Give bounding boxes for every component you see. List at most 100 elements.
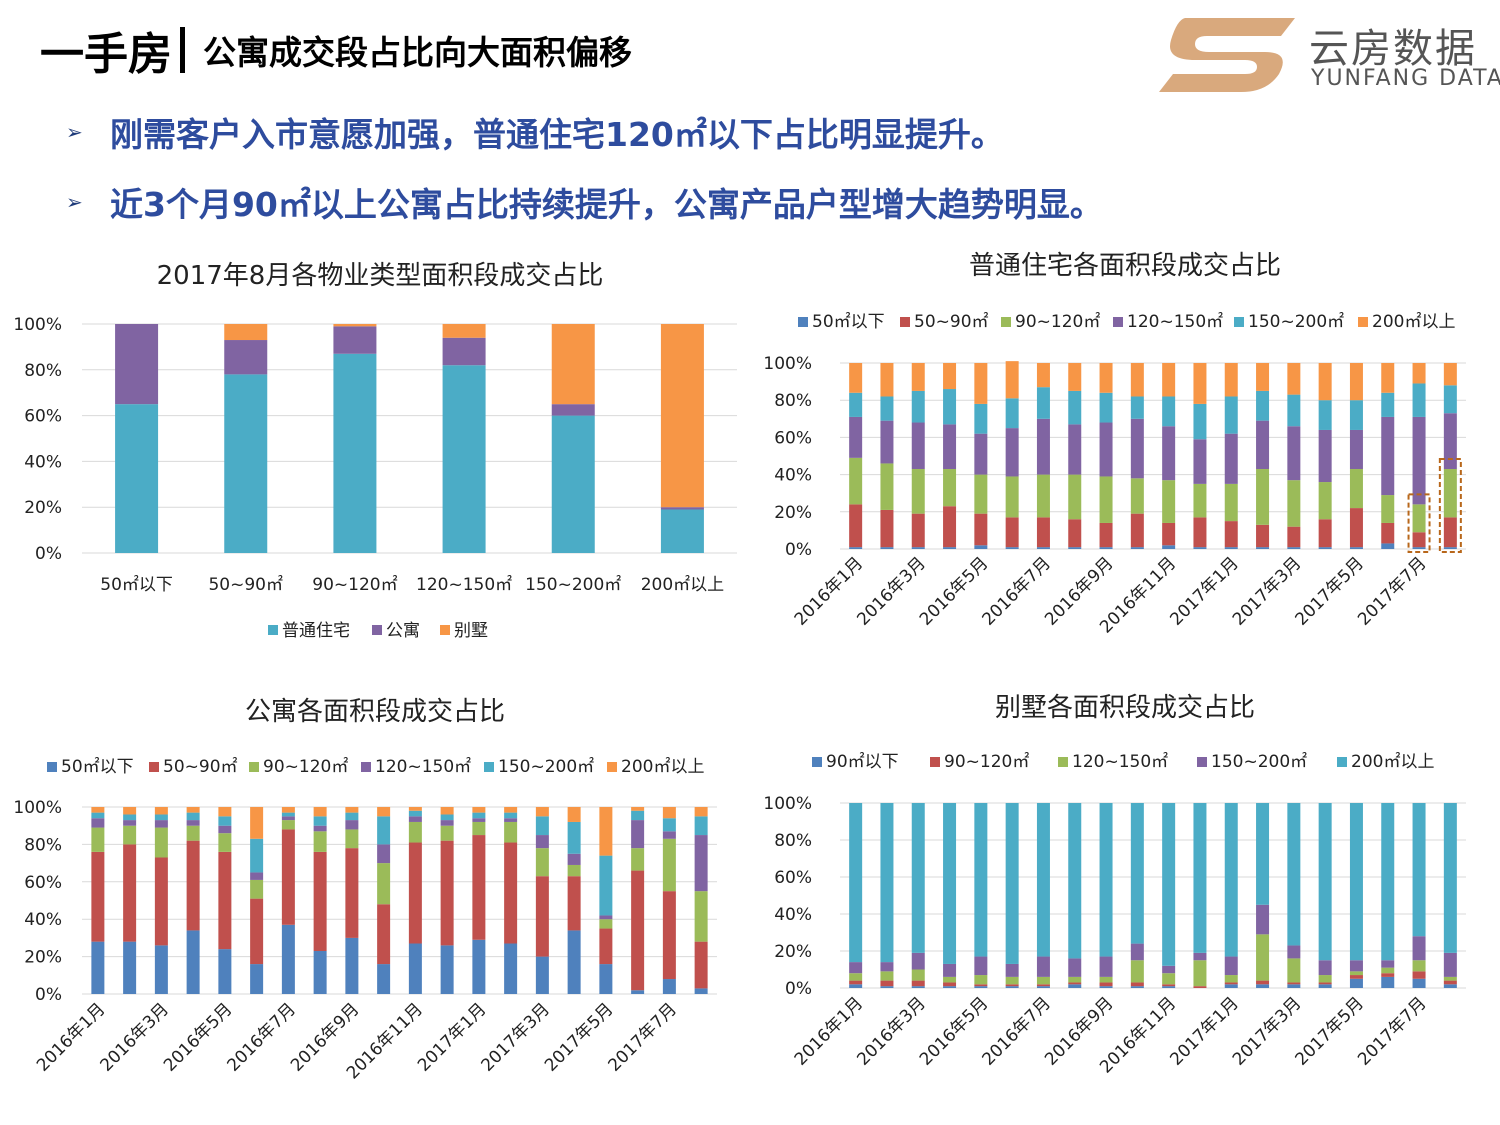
bar-segment-120~150㎡ bbox=[1068, 976, 1082, 983]
y-tick-label: 100% bbox=[13, 798, 62, 818]
bar-segment-120~150㎡ bbox=[1318, 975, 1332, 983]
bar-segment-90~120㎡ bbox=[1162, 480, 1176, 523]
bar-segment-200㎡以上 bbox=[1193, 803, 1207, 953]
bar-segment-120~150㎡ bbox=[408, 816, 422, 822]
bar-segment-90~120㎡ bbox=[1443, 469, 1457, 518]
y-tick-label: 100% bbox=[763, 354, 812, 374]
bar-segment-90㎡以下 bbox=[1381, 976, 1395, 988]
y-tick-label: 100% bbox=[13, 315, 62, 335]
y-tick-label: 0% bbox=[785, 540, 812, 560]
bar-segment-120~150㎡ bbox=[1443, 413, 1457, 470]
legend-label: 90~120㎡ bbox=[944, 752, 1029, 772]
bar-segment-90~120㎡ bbox=[313, 831, 327, 852]
bar-segment-普通住宅 bbox=[115, 404, 159, 553]
bar-segment-120~150㎡ bbox=[1099, 976, 1113, 983]
bar-segment-50~90㎡ bbox=[1162, 522, 1176, 546]
bar-segment-120~150㎡ bbox=[1318, 429, 1332, 483]
bar-segment-120~150㎡ bbox=[1381, 416, 1395, 496]
bar-segment-120~150㎡ bbox=[1381, 967, 1395, 974]
bar-segment-150~200㎡ bbox=[250, 838, 264, 873]
bar-segment-90~120㎡ bbox=[1381, 495, 1395, 523]
bar-segment-120~150㎡ bbox=[1349, 971, 1363, 976]
bar-segment-120~150㎡ bbox=[1130, 418, 1144, 479]
bar-segment-90~120㎡ bbox=[1224, 483, 1238, 522]
bar-segment-200㎡以上 bbox=[974, 803, 988, 957]
legend-swatch bbox=[1058, 757, 1068, 767]
bar-segment-90~120㎡ bbox=[408, 821, 422, 843]
bar-segment-90~120㎡ bbox=[567, 864, 581, 877]
bar-segment-150~200㎡ bbox=[281, 812, 295, 817]
bar-segment-150~200㎡ bbox=[154, 814, 168, 821]
bar-segment-150~200㎡ bbox=[911, 952, 925, 970]
bar-segment-200㎡以上 bbox=[1130, 363, 1144, 397]
bar-segment-200㎡以上 bbox=[472, 807, 486, 813]
bar-segment-120~150㎡ bbox=[1443, 976, 1457, 981]
bar-segment-120~150㎡ bbox=[1256, 934, 1270, 981]
legend-swatch bbox=[798, 317, 808, 327]
bar-segment-150~200㎡ bbox=[345, 812, 359, 821]
bar-segment-50㎡以下 bbox=[911, 547, 925, 549]
bar-segment-90~120㎡ bbox=[849, 457, 863, 505]
bar-segment-50㎡以下 bbox=[631, 990, 645, 994]
bar-segment-150~200㎡ bbox=[1443, 952, 1457, 977]
bar-segment-200㎡以上 bbox=[599, 807, 613, 856]
bar-segment-50㎡以下 bbox=[880, 547, 894, 549]
bar-segment-120~150㎡ bbox=[535, 835, 549, 849]
bar-segment-150~200㎡ bbox=[1036, 956, 1050, 977]
legend-label: 150~200㎡ bbox=[1211, 752, 1307, 772]
y-tick-label: 80% bbox=[774, 831, 812, 851]
bar-segment-50㎡以下 bbox=[1443, 547, 1457, 549]
bar-segment-200㎡以上 bbox=[662, 807, 676, 819]
bar-segment-90~120㎡ bbox=[504, 821, 518, 843]
bar-segment-120~150㎡ bbox=[911, 969, 925, 981]
bar-segment-别墅 bbox=[551, 324, 595, 405]
bar-segment-90㎡以下 bbox=[1099, 986, 1113, 988]
bar-segment-50㎡以下 bbox=[345, 937, 359, 994]
bar-segment-90~120㎡ bbox=[1005, 984, 1019, 987]
x-tick-label: 50~90㎡ bbox=[208, 575, 283, 595]
bar-segment-50~90㎡ bbox=[1256, 524, 1270, 548]
bar-segment-200㎡以上 bbox=[911, 363, 925, 391]
bar-segment-50㎡以下 bbox=[377, 964, 391, 994]
bar-segment-50~90㎡ bbox=[313, 851, 327, 951]
bar-segment-200㎡以上 bbox=[1005, 361, 1019, 399]
bar-segment-50~90㎡ bbox=[1068, 519, 1082, 548]
bar-segment-200㎡以上 bbox=[1318, 803, 1332, 961]
bar-segment-90㎡以下 bbox=[1130, 986, 1144, 988]
bar-segment-90~120㎡ bbox=[1193, 483, 1207, 518]
bar-segment-150~200㎡ bbox=[1162, 396, 1176, 427]
bar-segment-200㎡以上 bbox=[1256, 363, 1270, 391]
bar-segment-150~200㎡ bbox=[472, 812, 486, 819]
bar-segment-50~90㎡ bbox=[943, 506, 957, 548]
bar-segment-150~200㎡ bbox=[880, 396, 894, 421]
y-tick-label: 0% bbox=[35, 544, 62, 564]
bar-segment-200㎡以上 bbox=[1005, 803, 1019, 964]
bar-segment-200㎡以上 bbox=[880, 803, 894, 963]
bar-segment-公寓 bbox=[224, 340, 268, 375]
chart-aug-2017-svg: 2017年8月各物业类型面积段成交占比 0% 20% 40% 60% 80% 100% 50㎡… bbox=[13, 261, 737, 641]
bar-segment-90~120㎡ bbox=[1287, 480, 1301, 527]
bar-segment-90~120㎡ bbox=[1036, 474, 1050, 518]
legend-label: 120~150㎡ bbox=[375, 757, 471, 777]
bar-segment-150~200㎡ bbox=[1162, 965, 1176, 974]
bar-segment-50~90㎡ bbox=[345, 848, 359, 938]
bar-segment-200㎡以上 bbox=[1256, 803, 1270, 905]
legend-swatch bbox=[1337, 757, 1347, 767]
bar-segment-150~200㎡ bbox=[880, 962, 894, 972]
bar-segment-200㎡以上 bbox=[408, 807, 422, 811]
bar-segment-50~90㎡ bbox=[1193, 517, 1207, 548]
bar-segment-150~200㎡ bbox=[1443, 385, 1457, 414]
bar-segment-50㎡以下 bbox=[1162, 545, 1176, 549]
bar-segment-50㎡以下 bbox=[1318, 547, 1332, 549]
bar-segment-别墅 bbox=[442, 324, 486, 338]
bar-segment-120~150㎡ bbox=[1224, 433, 1238, 484]
bar-segment-公寓 bbox=[551, 404, 595, 416]
bar-segment-150~200㎡ bbox=[1412, 383, 1426, 417]
bullet-point-1: ➢ 刚需客户入市意愿加强，普通住宅120㎡以下占比明显提升。 bbox=[66, 108, 1004, 156]
bar-segment-150~200㎡ bbox=[631, 810, 645, 821]
bar-segment-50㎡以下 bbox=[1381, 543, 1395, 549]
bar-segment-150~200㎡ bbox=[1005, 963, 1019, 977]
bar-segment-200㎡以上 bbox=[345, 807, 359, 813]
bar-segment-150~200㎡ bbox=[943, 389, 957, 425]
y-tick-label: 60% bbox=[24, 407, 62, 427]
